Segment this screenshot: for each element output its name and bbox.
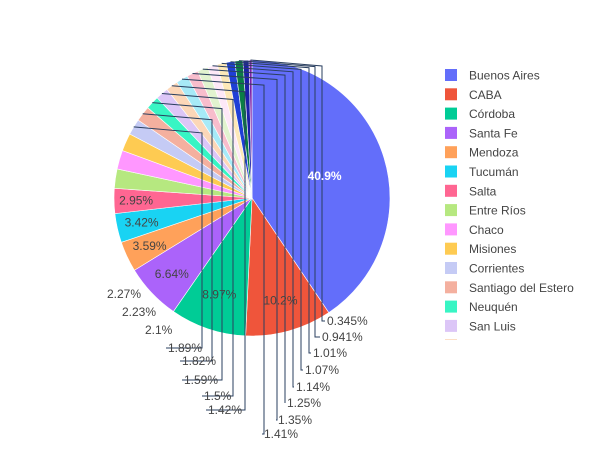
slice-label-chaco: 2.23% [122,305,156,319]
leader-line-santiago-del-estero [142,113,213,362]
legend-item-neuquen[interactable]: Neuquén [445,300,518,314]
legend-item-chaco[interactable]: Chaco [445,223,504,237]
legend-label: San Luis [469,319,516,333]
legend-item-buenos-aires[interactable]: Buenos Aires [445,69,540,83]
legend-label: Corrientes [469,262,524,276]
leader-line-chubut [202,68,286,403]
slice-label-santiago-del-estero: 1.82% [182,354,216,368]
legend-item-corrientes[interactable]: Corrientes [445,262,524,276]
leader-line-neuquen [152,102,223,381]
legend-swatch [445,204,457,217]
legend-item-san-luis[interactable]: San Luis [445,319,516,333]
slice-label-tucuman: 3.42% [125,216,159,230]
legend-label: Chaco [469,223,504,237]
legend-label: Río Negro [469,339,524,353]
legend-item-cordoba[interactable]: Córdoba [445,107,515,121]
slice-label-buenos-aires: 40.9% [308,169,342,183]
leader-line-san-juan [192,73,278,421]
leader-line-corrientes [133,126,203,349]
legend-swatch [445,69,457,81]
legend-item-misiones[interactable]: Misiones [445,242,516,256]
slice-label-la-rioja: 1.14% [296,380,330,394]
legend-swatch [445,146,457,159]
legend-item-salta[interactable]: Salta [445,184,497,198]
leader-line-la-pampa [230,61,311,354]
legend-label: Neuquén [469,300,518,314]
slice-label-san-juan: 1.35% [278,413,312,427]
legend-item-tucuman[interactable]: Tucumán [445,165,519,179]
slice-label-mendoza: 3.59% [133,239,167,253]
pie-slice-caba[interactable] [245,197,330,337]
legend-item-santa-fe[interactable]: Santa Fe [445,126,518,140]
legend-item-santiago-del-estero[interactable]: Santiago del Estero [445,281,574,295]
legend-label: Salta [469,184,497,198]
legend-label: Buenos Aires [469,69,540,83]
leader-line-la-rioja [212,65,294,388]
slice-label-rio-negro: 1.42% [208,403,242,417]
leader-lines [133,59,325,435]
leader-line-san-luis [161,93,234,397]
slice-label-tierra-del-fuego: 0.345% [327,314,368,328]
legend-swatch [445,88,457,101]
legend-item-caba[interactable]: CABA [445,88,502,102]
legend-swatch [445,319,457,332]
leader-line-rio-negro [171,85,246,411]
legend-label: Mendoza [469,146,519,160]
slice-label-cordoba: 8.97% [202,288,236,302]
slice-label-entre-rios: 2.27% [107,287,141,301]
slice-label-corrientes: 1.89% [168,341,202,355]
slice-label-neuquen: 1.59% [184,373,218,387]
legend-label: Córdoba [469,107,515,121]
slice-label-salta: 2.95% [119,194,153,208]
slice-label-la-pampa: 1.01% [313,346,347,360]
slice-label-santa-fe: 6.64% [155,267,189,281]
legend-label: CABA [469,88,502,102]
leader-line-catamarca [221,62,303,371]
slice-label-formosa: 0.941% [322,330,363,344]
leader-line-formosa [238,60,320,338]
legend-item-rio-negro[interactable]: Río Negro [445,339,524,353]
leader-line-jujuy [181,78,265,435]
legend-label: Misiones [469,242,516,256]
legend-swatch [445,126,457,139]
legend-swatch [445,300,457,313]
legend-swatch [445,242,457,255]
legend-swatch [445,281,457,294]
slice-label-chubut: 1.25% [287,396,321,410]
slice-label-caba: 10.2% [263,293,297,307]
legend-label: Tucumán [469,165,519,179]
leader-line-tierra-del-fuego [250,59,325,322]
slice-label-san-luis: 1.5% [204,389,232,403]
legend-label: Santiago del Estero [469,281,574,295]
slice-label-misiones: 2.1% [145,323,173,337]
legend-label: Entre Ríos [469,204,526,218]
legend-swatch [445,107,457,120]
legend-swatch [445,339,457,340]
legend-swatch [445,165,457,178]
legend-swatch [445,184,457,197]
slice-labels: 40.9% 10.2% 8.97% 6.64% 3.59% 3.42% 2.95% 2.27%… [107,169,368,441]
legend-label: Santa Fe [469,126,518,140]
legend-swatch [445,262,457,274]
legend-swatch [445,223,457,236]
legend-item-mendoza[interactable]: Mendoza [445,146,519,160]
slice-label-jujuy: 1.41% [264,427,298,441]
legend-item-entre-rios[interactable]: Entre Ríos [445,204,526,218]
pie-slices [113,59,391,337]
slice-label-catamarca: 1.07% [305,363,339,377]
legend[interactable]: Buenos Aires CABA Córdoba Santa Fe Mendoza Tu… [445,69,574,353]
